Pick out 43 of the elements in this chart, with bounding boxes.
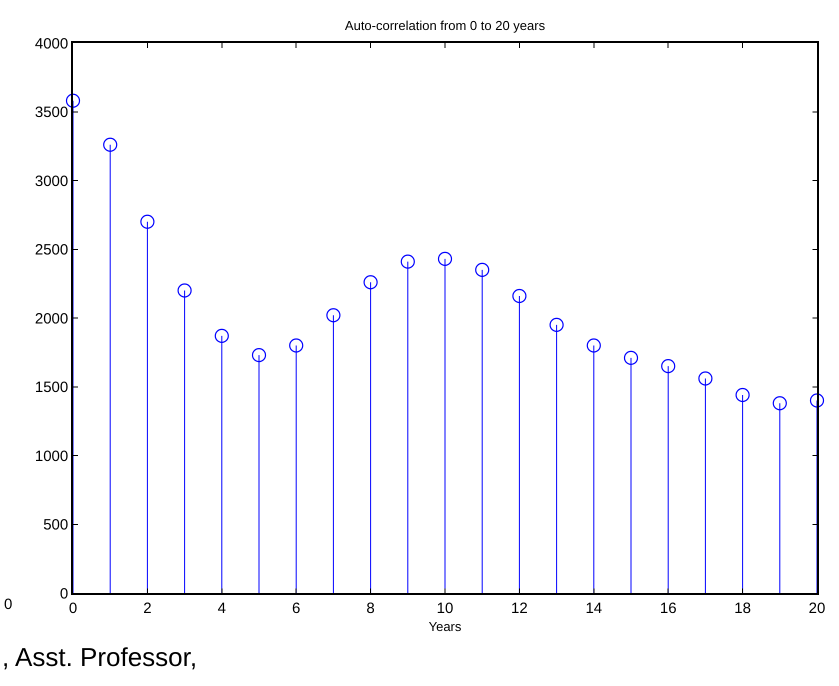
chart-title: Auto-correlation from 0 to 20 years [344, 18, 546, 33]
y-tick-label: 4000 [34, 35, 68, 52]
point [364, 275, 378, 290]
x-tick-label: 2 [143, 600, 152, 617]
y-tick-label: 2000 [34, 310, 68, 328]
point [698, 371, 712, 386]
point [66, 94, 80, 108]
x-tick-label: 6 [292, 600, 300, 617]
point [810, 393, 824, 408]
point [736, 388, 750, 402]
point [475, 262, 490, 277]
point [214, 328, 229, 343]
y-tick-label: 500 [43, 516, 68, 534]
y-tick-label: 0 [60, 585, 68, 602]
point [586, 338, 601, 353]
x-axis-title: Years [428, 618, 462, 634]
point [103, 138, 118, 152]
x-tick-label: 18 [734, 600, 751, 617]
y-tick-label: 1000 [34, 448, 68, 465]
x-tick-label: 10 [436, 600, 454, 617]
point [512, 288, 526, 304]
x-tick-label: 14 [585, 600, 602, 617]
x-tick-label: 12 [511, 600, 528, 617]
point [289, 338, 304, 353]
point [772, 396, 787, 410]
point [252, 348, 266, 362]
point [661, 359, 676, 374]
point [550, 318, 564, 332]
point [178, 283, 192, 298]
x-tick-label: 4 [218, 600, 226, 617]
x-tick-label: 8 [366, 600, 375, 617]
x-tick-label: 20 [808, 600, 826, 617]
y-tick-label: 3500 [34, 104, 68, 121]
y-tick-label: 2500 [34, 242, 68, 258]
text: , Asst. Professor, [2, 642, 198, 672]
point [326, 308, 340, 322]
y-tick-label: 3000 [34, 172, 68, 190]
point [400, 254, 415, 269]
x-tick-label: 16 [660, 600, 677, 617]
y-tick-label: 1500 [34, 379, 68, 396]
point [140, 214, 154, 229]
point [624, 350, 638, 365]
point [438, 252, 452, 266]
